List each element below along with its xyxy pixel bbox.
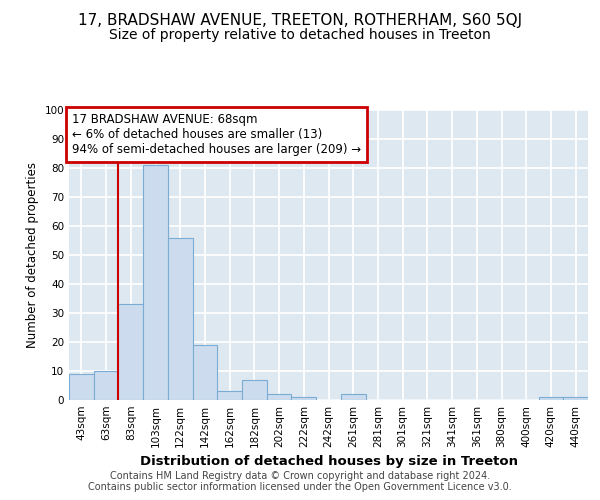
Bar [143, 165, 168, 400]
Bar [118, 304, 143, 400]
Bar [563, 397, 588, 400]
Text: Contains HM Land Registry data © Crown copyright and database right 2024.
Contai: Contains HM Land Registry data © Crown c… [88, 471, 512, 492]
Bar [341, 394, 365, 400]
Text: Size of property relative to detached houses in Treeton: Size of property relative to detached ho… [109, 28, 491, 42]
Y-axis label: Number of detached properties: Number of detached properties [26, 162, 39, 348]
Bar [242, 380, 267, 400]
Bar [168, 238, 193, 400]
X-axis label: Distribution of detached houses by size in Treeton: Distribution of detached houses by size … [139, 456, 517, 468]
Bar [94, 371, 118, 400]
Bar [193, 345, 217, 400]
Bar [217, 392, 242, 400]
Text: 17, BRADSHAW AVENUE, TREETON, ROTHERHAM, S60 5QJ: 17, BRADSHAW AVENUE, TREETON, ROTHERHAM,… [78, 12, 522, 28]
Bar [539, 397, 563, 400]
Bar [69, 374, 94, 400]
Bar [267, 394, 292, 400]
Bar [292, 397, 316, 400]
Text: 17 BRADSHAW AVENUE: 68sqm
← 6% of detached houses are smaller (13)
94% of semi-d: 17 BRADSHAW AVENUE: 68sqm ← 6% of detach… [71, 113, 361, 156]
